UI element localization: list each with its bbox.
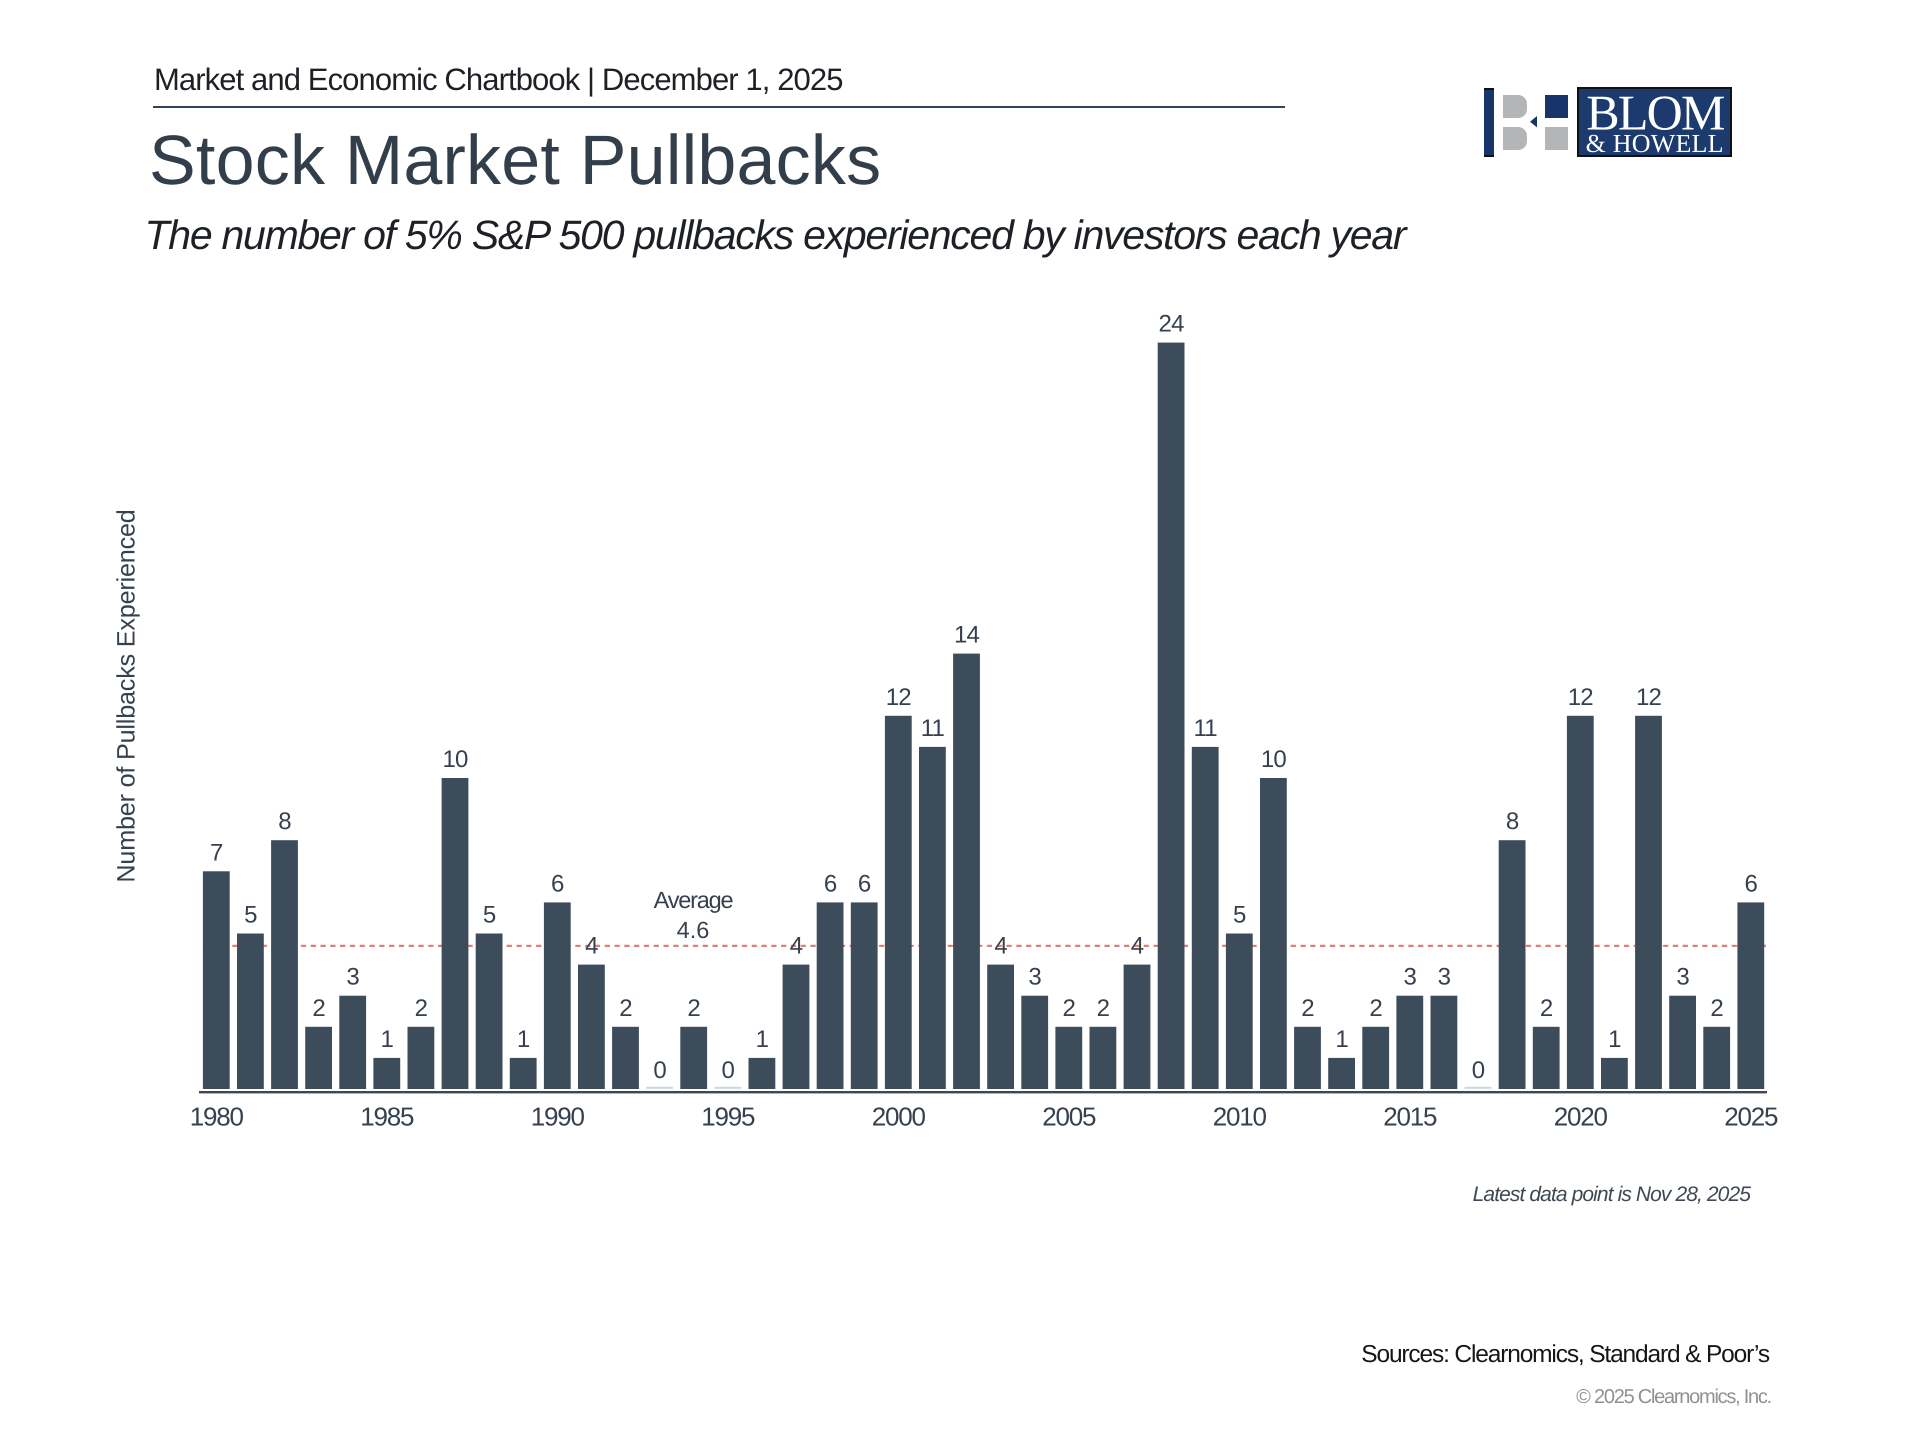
svg-text:© 2025 Clearnomics, Inc.: © 2025 Clearnomics, Inc. bbox=[1576, 1386, 1771, 1408]
svg-text:BLOM: BLOM bbox=[1586, 84, 1724, 140]
svg-text:1985: 1985 bbox=[360, 1102, 414, 1132]
svg-text:3: 3 bbox=[1676, 964, 1689, 991]
svg-text:4.6: 4.6 bbox=[677, 917, 710, 943]
svg-text:0: 0 bbox=[722, 1057, 735, 1084]
svg-text:3: 3 bbox=[1404, 964, 1417, 991]
svg-text:3: 3 bbox=[346, 964, 359, 991]
svg-text:1: 1 bbox=[756, 1026, 769, 1053]
svg-text:1980: 1980 bbox=[190, 1102, 244, 1132]
svg-text:14: 14 bbox=[954, 622, 980, 649]
svg-text:Sources: Clearnomics, Standard: Sources: Clearnomics, Standard & Poor’s bbox=[1361, 1341, 1770, 1368]
svg-text:12: 12 bbox=[886, 684, 912, 711]
svg-text:10: 10 bbox=[442, 746, 468, 773]
svg-text:3: 3 bbox=[1438, 964, 1451, 991]
svg-text:2025: 2025 bbox=[1724, 1102, 1778, 1132]
svg-text:24: 24 bbox=[1159, 311, 1185, 338]
svg-text:2: 2 bbox=[619, 995, 632, 1022]
svg-text:11: 11 bbox=[921, 715, 945, 742]
svg-text:2015: 2015 bbox=[1383, 1102, 1437, 1132]
svg-text:5: 5 bbox=[244, 902, 257, 929]
svg-text:5: 5 bbox=[483, 902, 496, 929]
svg-text:4: 4 bbox=[1131, 933, 1144, 960]
svg-text:2: 2 bbox=[415, 995, 428, 1022]
svg-text:& HOWELL: & HOWELL bbox=[1586, 129, 1724, 158]
svg-text:7: 7 bbox=[210, 839, 223, 866]
svg-text:8: 8 bbox=[1506, 808, 1519, 835]
svg-text:2: 2 bbox=[1301, 995, 1314, 1022]
svg-text:0: 0 bbox=[1472, 1057, 1485, 1084]
svg-text:6: 6 bbox=[1745, 870, 1758, 897]
svg-text:2: 2 bbox=[1369, 995, 1382, 1022]
svg-text:1995: 1995 bbox=[701, 1102, 755, 1132]
svg-text:11: 11 bbox=[1194, 715, 1218, 742]
svg-text:4: 4 bbox=[790, 933, 803, 960]
svg-text:8: 8 bbox=[278, 808, 291, 835]
svg-text:3: 3 bbox=[1028, 964, 1041, 991]
svg-text:1: 1 bbox=[1608, 1026, 1621, 1053]
svg-text:2: 2 bbox=[1540, 995, 1553, 1022]
svg-text:2010: 2010 bbox=[1213, 1102, 1267, 1132]
svg-text:1: 1 bbox=[1335, 1026, 1348, 1053]
svg-text:6: 6 bbox=[551, 870, 564, 897]
svg-text:Latest data point is Nov 28, 2: Latest data point is Nov 28, 2025 bbox=[1473, 1183, 1752, 1206]
svg-text:12: 12 bbox=[1636, 684, 1662, 711]
svg-text:2: 2 bbox=[1097, 995, 1110, 1022]
svg-text:2: 2 bbox=[1710, 995, 1723, 1022]
svg-text:6: 6 bbox=[858, 870, 871, 897]
svg-text:1: 1 bbox=[381, 1026, 394, 1053]
svg-text:2020: 2020 bbox=[1554, 1102, 1608, 1132]
svg-text:2: 2 bbox=[1063, 995, 1076, 1022]
svg-text:4: 4 bbox=[585, 933, 598, 960]
svg-text:Number of Pullbacks Experience: Number of Pullbacks Experienced bbox=[113, 509, 141, 882]
svg-text:1: 1 bbox=[517, 1026, 530, 1053]
svg-text:1990: 1990 bbox=[531, 1102, 585, 1132]
svg-text:2: 2 bbox=[312, 995, 325, 1022]
svg-text:10: 10 bbox=[1261, 746, 1287, 773]
svg-text:12: 12 bbox=[1568, 684, 1594, 711]
svg-text:0: 0 bbox=[653, 1057, 666, 1084]
svg-text:2000: 2000 bbox=[872, 1102, 926, 1132]
svg-text:4: 4 bbox=[994, 933, 1007, 960]
svg-text:6: 6 bbox=[824, 870, 837, 897]
svg-text:Average: Average bbox=[654, 887, 734, 913]
svg-text:5: 5 bbox=[1233, 902, 1246, 929]
svg-text:2005: 2005 bbox=[1042, 1102, 1096, 1132]
svg-text:2: 2 bbox=[687, 995, 700, 1022]
